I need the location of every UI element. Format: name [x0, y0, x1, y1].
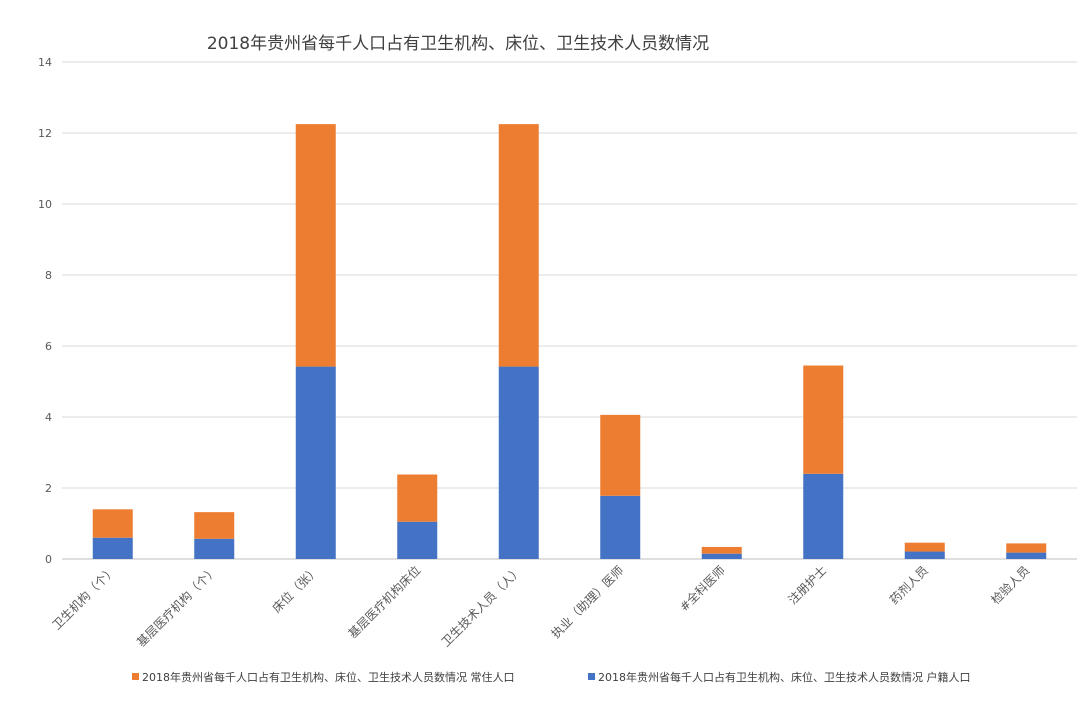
bar-changzhu: [803, 365, 844, 474]
bar-changzhu: [701, 546, 742, 554]
bar-huji: [397, 521, 438, 559]
legend-label: 2018年贵州省每千人口占有卫生机构、床位、卫生技术人员数情况 户籍人口: [598, 670, 971, 684]
y-tick-label: 14: [38, 56, 52, 69]
bar-huji: [194, 538, 235, 559]
bar-huji: [701, 553, 742, 559]
y-axis-ticks: 0 2 4 6 8 10 12 14: [38, 56, 52, 566]
x-tick-label: #全科医师: [676, 563, 728, 615]
bar-huji: [295, 366, 336, 559]
legend-swatch: [132, 673, 139, 680]
gridlines: [62, 61, 1077, 560]
y-tick-label: 10: [38, 198, 52, 211]
y-tick-label: 8: [45, 269, 52, 282]
y-tick-label: 0: [45, 553, 52, 566]
bar-huji: [498, 366, 539, 559]
chart-title: 2018年贵州省每千人口占有卫生机构、床位、卫生技术人员数情况: [207, 34, 709, 54]
bar-huji: [92, 537, 133, 559]
bar-changzhu: [904, 542, 945, 552]
x-axis-labels: 卫生机构（个） 基层医疗机构（个） 床位（张） 基层医疗机构床位 卫生技术人员（人） 执业…: [49, 563, 1033, 650]
bar-huji: [600, 495, 641, 559]
bar-changzhu: [600, 414, 641, 496]
y-tick-label: 6: [45, 340, 52, 353]
legend-label: 2018年贵州省每千人口占有卫生机构、床位、卫生技术人员数情况 常住人口: [142, 670, 515, 684]
bar-huji: [1006, 552, 1047, 559]
bar-huji: [803, 473, 844, 559]
y-tick-label: 2: [45, 482, 52, 495]
bar-changzhu: [92, 509, 133, 538]
x-tick-label: 基层医疗机构床位: [345, 563, 423, 641]
bar-changzhu: [194, 512, 235, 539]
x-tick-label: 注册护士: [785, 563, 830, 608]
x-tick-label: 床位（张）: [269, 563, 322, 616]
bar-changzhu: [498, 124, 539, 367]
bar-changzhu: [1006, 543, 1047, 553]
x-tick-label: 卫生技术人员（人）: [439, 563, 525, 649]
x-tick-label: 检验人员: [988, 563, 1033, 608]
x-tick-label: 药剂人员: [886, 563, 931, 608]
x-tick-label: 卫生机构（个）: [49, 563, 119, 633]
bar-changzhu: [397, 474, 438, 522]
x-tick-label: 执业（助理）医师: [549, 563, 627, 641]
legend: 2018年贵州省每千人口占有卫生机构、床位、卫生技术人员数情况 常住人口 2018…: [132, 670, 971, 684]
bar-changzhu: [295, 124, 336, 367]
bar-huji: [904, 551, 945, 559]
x-tick-label: 基层医疗机构（个）: [133, 563, 220, 650]
bars: [92, 124, 1047, 559]
y-tick-label: 12: [38, 127, 52, 140]
y-tick-label: 4: [45, 411, 52, 424]
legend-swatch: [588, 673, 595, 680]
